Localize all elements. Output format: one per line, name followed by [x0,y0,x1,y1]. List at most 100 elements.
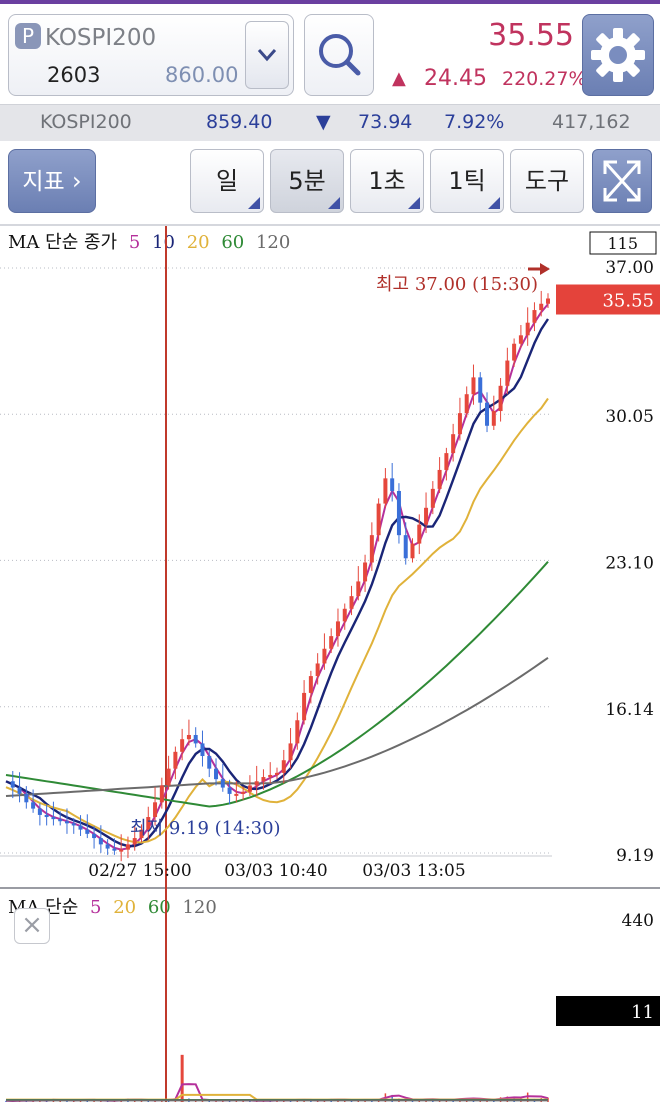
top-value-text: 115 [607,234,638,253]
tab-day[interactable]: 일 [190,149,264,213]
ma60-label: 60 [221,232,245,253]
candle-body [119,849,124,852]
y-tick-label: 9.19 [616,846,654,866]
volume-ma-lines [5,1083,549,1102]
candle-body [342,608,347,622]
tools-button[interactable]: 도구 [510,149,584,213]
indicator-button[interactable]: 지표 › [8,149,96,213]
candle-body [512,343,517,361]
candle-body [329,636,334,649]
volume-top-label: 440 [622,911,654,931]
change-value: 24.45 [424,66,487,91]
current-price-label: 35.55 [602,291,654,312]
candle-body [363,562,368,582]
candle-body [396,490,401,536]
tab-1tick-label: 1틱 [448,167,486,195]
candle-body [281,760,286,773]
current-price-box [556,284,660,315]
x-tick-label: 02/27 15:00 [88,861,191,881]
search-button[interactable] [304,14,374,96]
symbol-name: KOSPI200 [45,25,157,51]
settings-button[interactable] [582,14,654,96]
symbol-badge: P [15,23,41,49]
candle-body [125,844,130,850]
candle-body [518,335,523,344]
candle-body [390,478,395,491]
y-tick-label: 30.05 [605,407,654,427]
vol-ma5-label: 5 [90,897,102,918]
candle-body [17,787,22,794]
volume-ma-line [5,1083,549,1102]
candle-body [491,411,496,426]
candle-body [532,310,537,323]
candle-body [417,524,422,544]
candle-body [153,802,158,818]
candle-body [383,478,388,504]
candle-body [315,663,320,677]
candle-body [485,402,490,426]
indicator-label: 지표 [22,169,65,195]
candle-body [275,772,279,775]
candle-body [10,781,15,788]
volume-ma-line [6,1093,548,1101]
chart-toolbar: 지표 › 일 5분 1초 1틱 도구 [0,141,660,225]
candle-body [410,543,415,559]
symbol-price: 860.00 [165,63,239,87]
high-arrow-head [540,263,550,275]
up-arrow-icon: ▲ [392,68,406,89]
candle-body [525,322,530,336]
vol-ma120-label: 120 [182,897,217,918]
candle-body [254,781,259,786]
volume-bars [5,1054,549,1102]
tab-5min[interactable]: 5분 [270,149,344,213]
ma120-label: 120 [255,232,291,253]
y-tick-label: 16.14 [605,700,654,720]
candle-body [539,303,544,311]
down-arrow-icon: ▼ [316,111,331,133]
candle-body [308,676,313,693]
search-icon [319,34,361,76]
candle-body [247,785,252,792]
symbol-selector[interactable]: P KOSPI200 2603 860.00 [8,14,294,96]
corner-triangle-icon [248,197,260,209]
tab-1tick[interactable]: 1틱 [430,149,504,213]
candle-body [92,833,97,839]
y-tick-label: 37.00 [605,258,654,278]
candle-body [241,791,246,794]
x-tick-label: 03/03 13:05 [362,861,465,881]
candle-body [64,821,69,824]
candle-body [451,434,456,454]
candle-body [24,793,29,803]
candle-body [464,394,469,414]
candle-body [356,581,361,597]
candle-body [180,739,185,752]
index-name: KOSPI200 [40,111,132,133]
ma20-label: 20 [186,232,210,253]
current-price: 35.55 [488,18,574,53]
fullscreen-button[interactable] [592,149,652,213]
candle-body [302,692,307,721]
change-percent: 220.27% [502,68,587,90]
tab-1sec[interactable]: 1초 [350,149,424,213]
gear-icon [591,28,645,82]
volume-close-button[interactable]: × [14,908,50,944]
symbol-dropdown-button[interactable] [245,21,289,89]
candle-body [193,734,198,744]
candles [10,290,550,862]
header: P KOSPI200 2603 860.00 35.55 ▲ 24.45 220… [0,4,660,104]
index-change: 73.94 [358,111,413,133]
candle-body [139,829,144,839]
ma10-label: 10 [152,232,175,253]
close-icon: × [21,910,43,940]
ma-line-ma5 [5,303,549,851]
top-value-box [589,231,657,255]
tab-1sec-label: 1초 [368,167,406,195]
candle-body [505,360,510,386]
candle-body [295,720,300,744]
candle-body [173,751,178,769]
candle-body [71,823,76,826]
candle-body [78,825,83,830]
volume-current-label: 11 [631,1002,654,1023]
candle-body [268,774,273,778]
vol-ma20-label: 20 [113,897,137,918]
